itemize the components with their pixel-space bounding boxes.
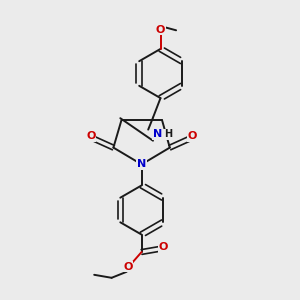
Text: O: O <box>187 131 197 141</box>
Text: H: H <box>164 129 172 139</box>
Text: N: N <box>137 159 146 170</box>
Text: O: O <box>158 242 168 253</box>
Text: O: O <box>123 262 133 272</box>
Text: N: N <box>153 129 162 140</box>
Text: O: O <box>86 131 96 141</box>
Text: O: O <box>156 25 165 35</box>
